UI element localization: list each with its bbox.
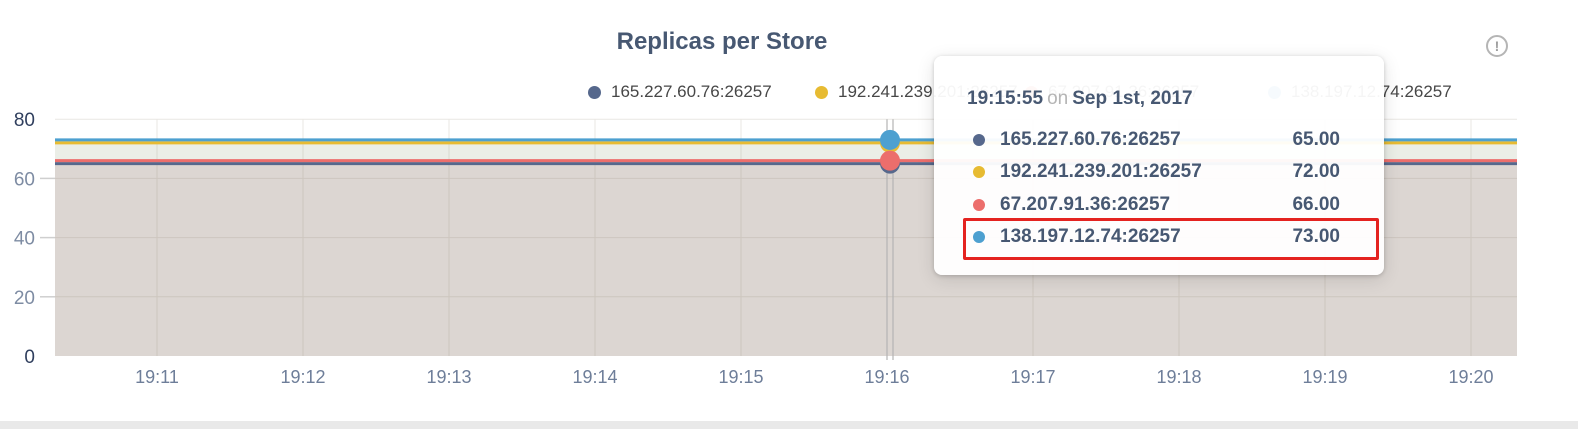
y-axis-label: 20: [14, 288, 35, 309]
x-axis-label: 19:14: [572, 367, 617, 387]
info-exclamation-icon[interactable]: !: [1486, 35, 1508, 57]
tooltip-series-name: 165.227.60.76:26257: [1000, 129, 1181, 150]
tooltip-series-dot-icon: [973, 134, 985, 146]
tooltip-row: 192.241.239.201:26257 72.00: [973, 159, 1340, 185]
tooltip-row: 165.227.60.76:26257 65.00: [973, 127, 1340, 153]
tooltip-date: Sep 1st, 2017: [1072, 88, 1193, 109]
tooltip-series-value: 72.00: [1292, 161, 1340, 182]
x-axis-label: 19:18: [1156, 367, 1201, 387]
panel-bottom-divider: [0, 421, 1578, 429]
tooltip-series-dot-icon: [973, 166, 985, 178]
y-axis-label: 0: [24, 347, 35, 368]
x-axis-label: 19:16: [864, 367, 909, 387]
hover-tooltip: 19:15:55 on Sep 1st, 2017 165.227.60.76:26…: [934, 56, 1384, 275]
tooltip-series-name: 67.207.91.36:26257: [1000, 194, 1171, 215]
y-axis-label: 60: [14, 169, 35, 190]
tooltip-series-dot-icon: [973, 231, 985, 243]
tooltip-timestamp: 19:15:55 on Sep 1st, 2017: [967, 88, 1193, 110]
tooltip-series-value: 66.00: [1292, 194, 1340, 215]
tooltip-series-dot-icon: [973, 199, 985, 211]
legend-series-dot-icon: [588, 85, 601, 99]
tooltip-series-value: 73.00: [1292, 226, 1340, 247]
x-axis-label: 19:17: [1010, 367, 1055, 387]
x-axis-label: 19:20: [1448, 367, 1493, 387]
tooltip-series-name: 138.197.12.74:26257: [1000, 226, 1181, 247]
hover-dot: [880, 129, 900, 150]
tooltip-row: 67.207.91.36:26257 66.00: [973, 192, 1340, 218]
y-axis-label: 40: [14, 229, 35, 250]
tooltip-series-name: 192.241.239.201:26257: [1000, 161, 1202, 182]
chart-title: Replicas per Store: [616, 28, 828, 55]
legend-item-165.227.60.76:26257[interactable]: 165.227.60.76:26257: [588, 80, 772, 104]
legend-series-dot-icon: [815, 85, 828, 99]
tooltip-series-value: 65.00: [1292, 129, 1340, 150]
highlight-annotation: [963, 218, 1379, 260]
x-axis-label: 19:15: [718, 367, 763, 387]
x-axis-label: 19:19: [1302, 367, 1347, 387]
y-axis-label: 80: [14, 110, 35, 131]
hover-dot: [880, 150, 900, 171]
x-axis-label: 19:12: [280, 367, 325, 387]
tooltip-connector: on: [1047, 88, 1069, 109]
legend-series-label: 165.227.60.76:26257: [611, 82, 772, 101]
tooltip-time: 19:15:55: [967, 88, 1044, 109]
hover-dots: [880, 129, 900, 174]
x-axis-label: 19:13: [426, 367, 471, 387]
x-axis-label: 19:11: [135, 367, 179, 387]
tooltip-row: 138.197.12.74:26257 73.00: [973, 224, 1340, 250]
series-areas: [55, 139, 1517, 356]
